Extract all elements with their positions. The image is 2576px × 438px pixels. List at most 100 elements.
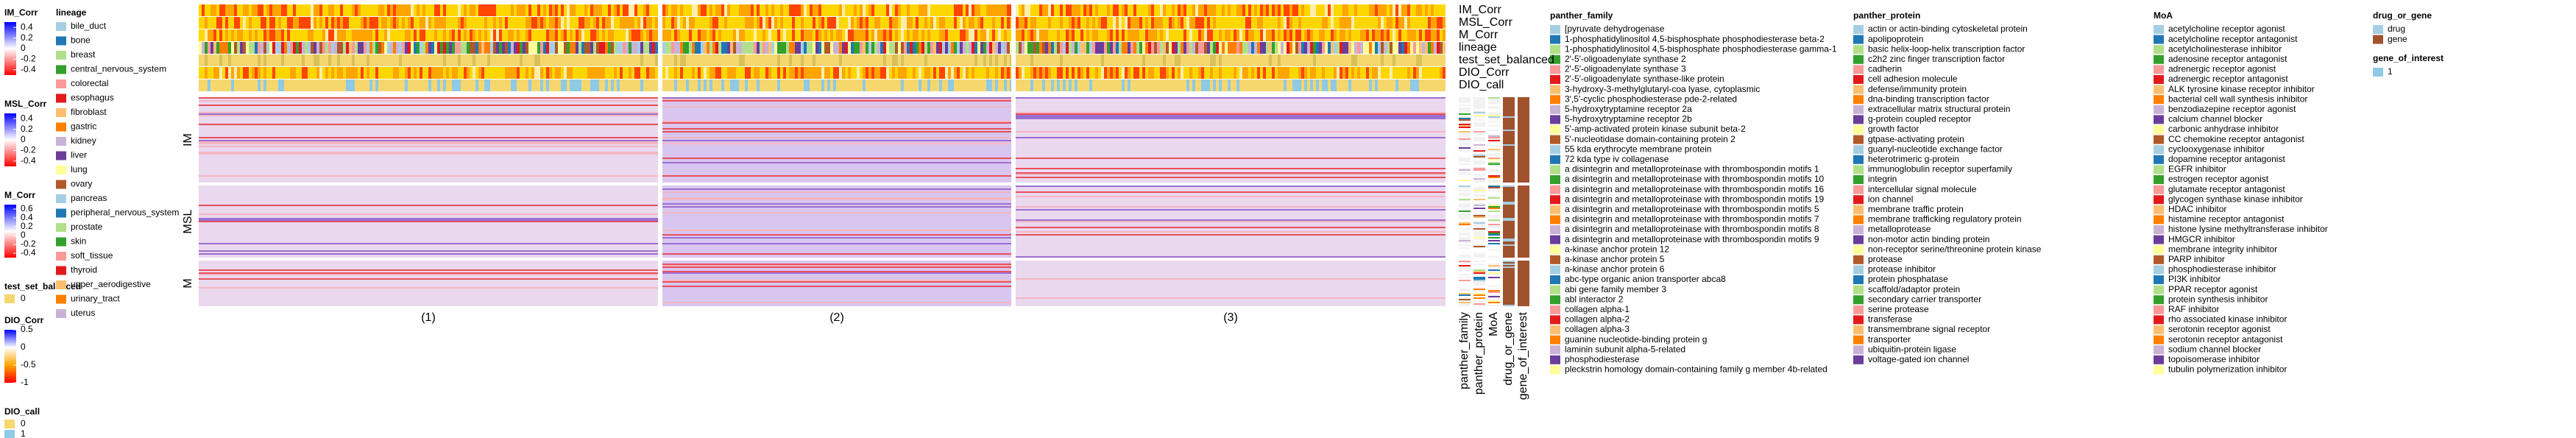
heatmap-cell (680, 67, 683, 79)
heatmap-cell (584, 80, 587, 91)
legend-label: ion channel (1868, 194, 1913, 204)
heatmap-cell (1473, 140, 1485, 141)
heatmap-cell (637, 29, 640, 41)
heatmap-cell (296, 80, 299, 91)
heatmap-cell (199, 188, 658, 190)
heatmap-cell (1340, 4, 1342, 16)
heatmap-cell (587, 80, 590, 91)
heatmap-cell (634, 54, 637, 66)
heatmap-cell (662, 131, 1011, 133)
heatmap-cell (1133, 17, 1136, 29)
heatmap-cell (1473, 158, 1485, 159)
heatmap-cell (754, 54, 757, 66)
heatmap-cell (208, 42, 210, 54)
heatmap-cell (1488, 194, 1500, 196)
legend-label: tubulin polymerization inhibitor (2168, 364, 2287, 375)
heatmap-cell (1488, 296, 1500, 297)
heatmap-cell (1384, 42, 1387, 54)
heatmap-cell (748, 4, 751, 16)
heatmap-cell (1298, 80, 1301, 91)
heatmap-cell (596, 67, 599, 79)
heatmap-cell (1503, 190, 1515, 191)
heatmap-cell (1428, 67, 1431, 79)
heatmap-cell (199, 110, 658, 112)
heatmap-cell (1459, 234, 1471, 236)
heatmap-cell (721, 29, 724, 41)
column-group-label: (3) (1223, 311, 1238, 324)
heatmap-cell (261, 67, 263, 79)
heatmap-cell (1260, 29, 1263, 41)
heatmap-cell (1518, 281, 1529, 283)
heatmap-cell (1054, 54, 1057, 66)
heatmap-cell (662, 174, 1011, 175)
heatmap-cell (1260, 80, 1263, 91)
heatmap-cell (662, 135, 1011, 137)
heatmap-cell (662, 227, 1011, 228)
heatmap-cell (1488, 152, 1500, 153)
heatmap-cell (646, 4, 649, 16)
heatmap-cell (1328, 42, 1331, 54)
heatmap-cell (255, 4, 258, 16)
heatmap-cell (478, 67, 481, 79)
heatmap-cell (1459, 135, 1471, 137)
heatmap-cell (617, 67, 620, 79)
heatmap-cell (1488, 138, 1500, 140)
heatmap-cell (1016, 216, 1446, 218)
heatmap-cell (319, 54, 322, 66)
heatmap-cell (851, 17, 854, 29)
heatmap-cell (1316, 29, 1319, 41)
heatmap-cell (1503, 121, 1515, 122)
heatmap-cell (1473, 118, 1485, 119)
heatmap-cell (1459, 284, 1471, 286)
heatmap-cell (1054, 17, 1057, 29)
heatmap-cell (698, 54, 701, 66)
heatmap-cell (199, 178, 658, 180)
heatmap-cell (945, 4, 948, 16)
legend-swatch (1853, 75, 1864, 84)
heatmap-cell (704, 4, 707, 16)
heatmap-cell (367, 42, 369, 54)
heatmap-cell (1503, 284, 1515, 286)
heatmap-cell (1016, 140, 1446, 141)
heatmap-cell (933, 4, 936, 16)
heatmap-cell (523, 54, 526, 66)
heatmap-cell (1381, 17, 1384, 29)
heatmap-cell (942, 80, 945, 91)
heatmap-cell (278, 42, 281, 54)
heatmap-cell (1459, 106, 1471, 107)
heatmap-cell (765, 17, 768, 29)
heatmap-cell (1503, 265, 1515, 266)
heatmap-cell (1503, 175, 1515, 177)
heatmap-cell (1459, 127, 1471, 128)
heatmap-cell (422, 80, 425, 91)
heatmap-cell (1503, 166, 1515, 168)
heatmap-cell (1292, 4, 1295, 16)
heatmap-cell (552, 4, 555, 16)
heatmap-cell (199, 231, 658, 233)
heatmap-cell (1404, 54, 1407, 66)
heatmap-cell (1157, 17, 1160, 29)
heatmap-cell (1518, 131, 1529, 133)
heatmap-cell (1473, 237, 1485, 239)
heatmap-cell (833, 4, 836, 16)
heatmap-cell (1239, 17, 1242, 29)
heatmap-cell (1310, 80, 1313, 91)
heatmap-cell (1473, 262, 1485, 264)
heatmap-cell (1390, 80, 1393, 91)
heatmap-cell (1387, 67, 1390, 79)
heatmap-cell (199, 275, 658, 277)
heatmap-cell (1434, 80, 1437, 91)
heatmap-cell (281, 80, 284, 91)
heatmap-cell (1251, 42, 1254, 54)
heatmap-cell (517, 54, 520, 66)
heatmap-cell (517, 80, 520, 91)
heatmap-cell (228, 42, 231, 54)
heatmap-cell (919, 67, 921, 79)
heatmap-cell (246, 67, 249, 79)
heatmap-cell (296, 17, 299, 29)
heatmap-cell (933, 67, 936, 79)
legend-label: extracellular matrix structural protein (1868, 104, 2010, 114)
heatmap-cell (1422, 17, 1425, 29)
heatmap-cell (199, 135, 658, 137)
heatmap-cell (275, 54, 278, 66)
